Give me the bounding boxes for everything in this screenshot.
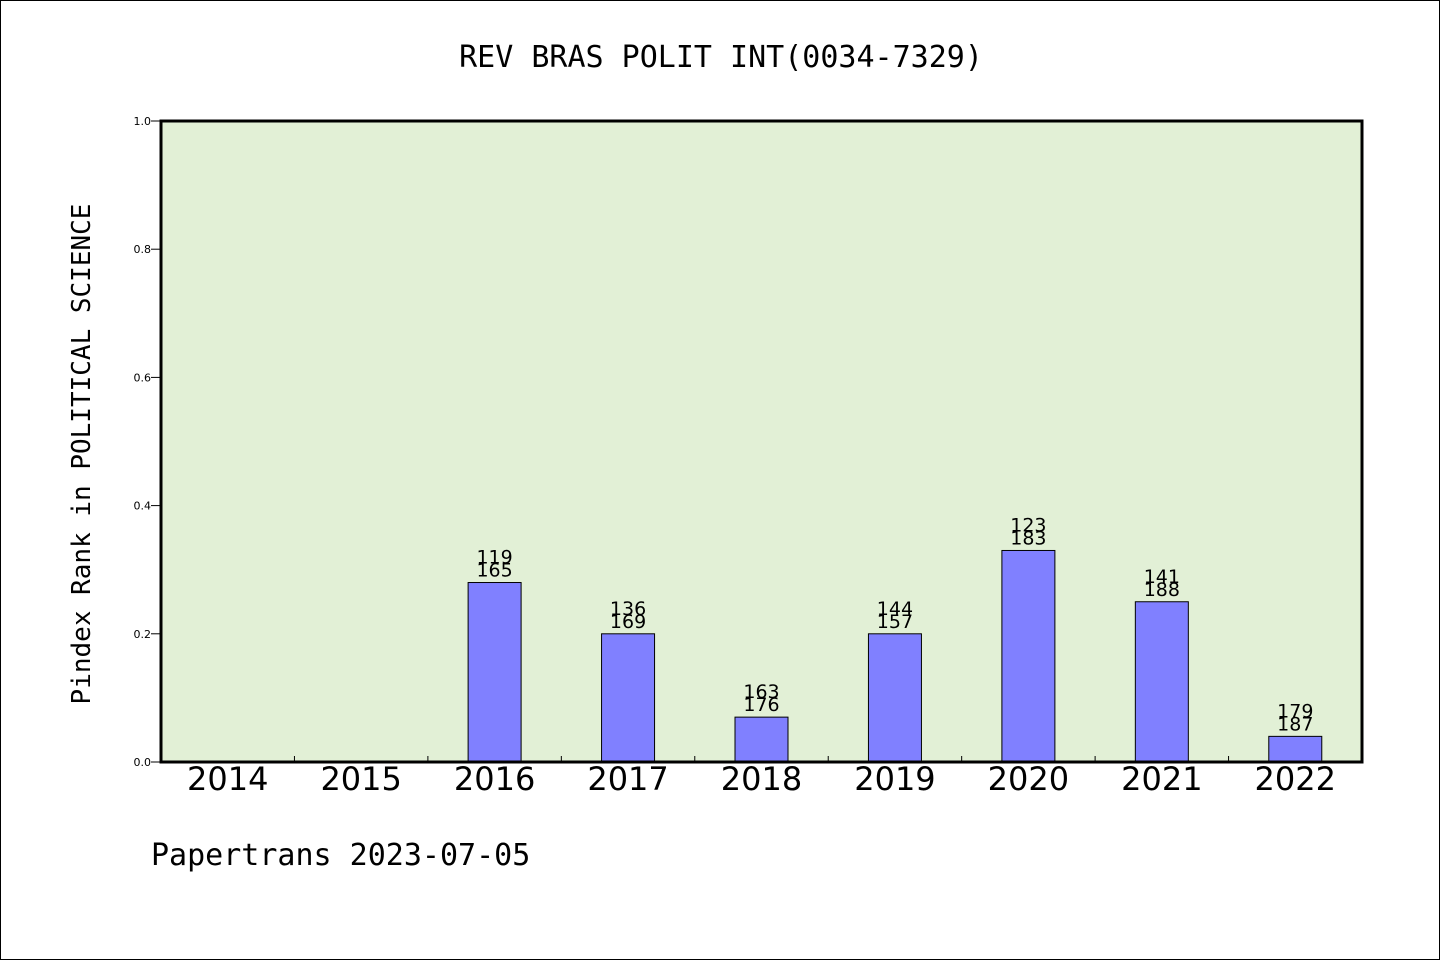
x-tick-label: 2019 (854, 760, 935, 798)
y-tick-label: 0.2 (134, 628, 152, 641)
x-tick-label: 2020 (988, 760, 1069, 798)
bar-2016 (467, 582, 522, 763)
bar-2017 (601, 633, 656, 763)
total-label: 187 (1277, 713, 1313, 735)
y-tick-label: 0.8 (134, 243, 152, 256)
rank-label: 141 (1144, 566, 1180, 588)
y-tick-label: 0.0 (134, 756, 152, 769)
bar-2018 (734, 716, 789, 763)
rank-label: 123 (1010, 514, 1046, 536)
rank-label: 144 (877, 598, 913, 620)
total-label: 169 (610, 611, 646, 633)
rank-label: 136 (610, 598, 646, 620)
plot-border (159, 119, 1364, 764)
x-tick-label: 2015 (320, 760, 401, 798)
bar-2022 (1268, 735, 1323, 763)
total-label: 176 (743, 694, 779, 716)
bar-2021 (1134, 601, 1189, 763)
x-tick-label: 2021 (1121, 760, 1202, 798)
axis-ticks: 0.0 0.2 0.4 0.6 0.8 1.0 (134, 115, 1230, 769)
footer-credit: Papertrans 2023-07-05 (151, 838, 530, 873)
y-tick-label: 0.4 (134, 500, 152, 513)
x-tick-label: 2014 (187, 760, 268, 798)
rank-label: 163 (743, 681, 779, 703)
y-tick-label: 0.6 (134, 371, 152, 384)
bars-group (467, 549, 1323, 763)
rank-label: 179 (1277, 700, 1313, 722)
x-tick-label: 2017 (587, 760, 668, 798)
x-tick-label: 2018 (721, 760, 802, 798)
y-axis-label: Pindex Rank in POLITICAL SCIENCE (67, 204, 97, 705)
total-label: 157 (877, 611, 913, 633)
x-tick-label: 2016 (454, 760, 535, 798)
total-label: 188 (1144, 579, 1180, 601)
y-tick-label: 1.0 (134, 115, 152, 128)
total-label: 183 (1010, 527, 1046, 549)
total-label: 165 (476, 560, 512, 582)
bar-2020 (1001, 549, 1056, 763)
rank-label: 119 (476, 547, 512, 569)
chart-title: REV BRAS POLIT INT(0034-7329) (459, 40, 983, 75)
bar-2019 (867, 633, 922, 763)
x-tick-label: 2022 (1255, 760, 1336, 798)
